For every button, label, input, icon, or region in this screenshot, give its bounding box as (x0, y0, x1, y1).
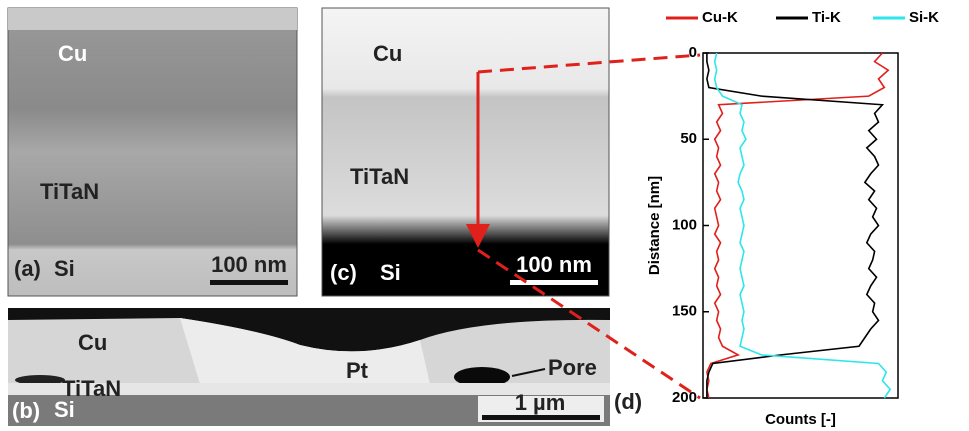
label: TiTaN (40, 179, 99, 204)
profile-chart: 0 50 100 150 200 Distance [nm] Counts [-] Cu-K T… (646, 9, 939, 428)
label: (c) (330, 260, 357, 285)
label: Si (380, 260, 401, 285)
scale-label: 100 nm (211, 252, 287, 277)
legend-label: Si-K (909, 9, 939, 26)
panel-b: Cu Pt Pore TiTaN (b) Si 1 µm (8, 308, 610, 426)
label: Pt (346, 358, 369, 383)
surface (8, 8, 297, 30)
scale-bar (210, 280, 288, 285)
y-tick-label: 150 (672, 303, 697, 320)
scale-label: 1 µm (515, 390, 566, 415)
label: Cu (58, 41, 87, 66)
x-axis-title: Counts [-] (765, 411, 836, 428)
y-tick-label: 50 (680, 130, 697, 147)
label: (d) (614, 389, 642, 414)
scale-bar (482, 415, 600, 420)
series-line (715, 53, 891, 398)
label: Cu (373, 41, 402, 66)
figure: Cu TiTaN (a) Si 100 nm Cu TiTaN (c) Si 1… (0, 0, 969, 431)
label: TiTaN (350, 164, 409, 189)
label: (a) (14, 256, 41, 281)
label: Pore (548, 355, 597, 380)
label: Cu (78, 330, 107, 355)
y-tick-label: 100 (672, 216, 697, 233)
y-tick-label: 200 (672, 389, 697, 406)
legend-label: Ti-K (812, 9, 841, 26)
scale-label: 100 nm (516, 252, 592, 277)
label: Si (54, 256, 75, 281)
y-tick-label: 0 (689, 44, 697, 61)
label: Si (54, 397, 75, 422)
series-line (707, 53, 888, 398)
legend-label: Cu-K (702, 9, 738, 26)
series-line (707, 53, 883, 398)
panel-c: Cu TiTaN (c) Si 100 nm (322, 8, 609, 296)
y-axis-title: Distance [nm] (646, 176, 663, 275)
panel-a: Cu TiTaN (a) Si 100 nm (8, 8, 297, 296)
label: (b) (12, 398, 40, 423)
